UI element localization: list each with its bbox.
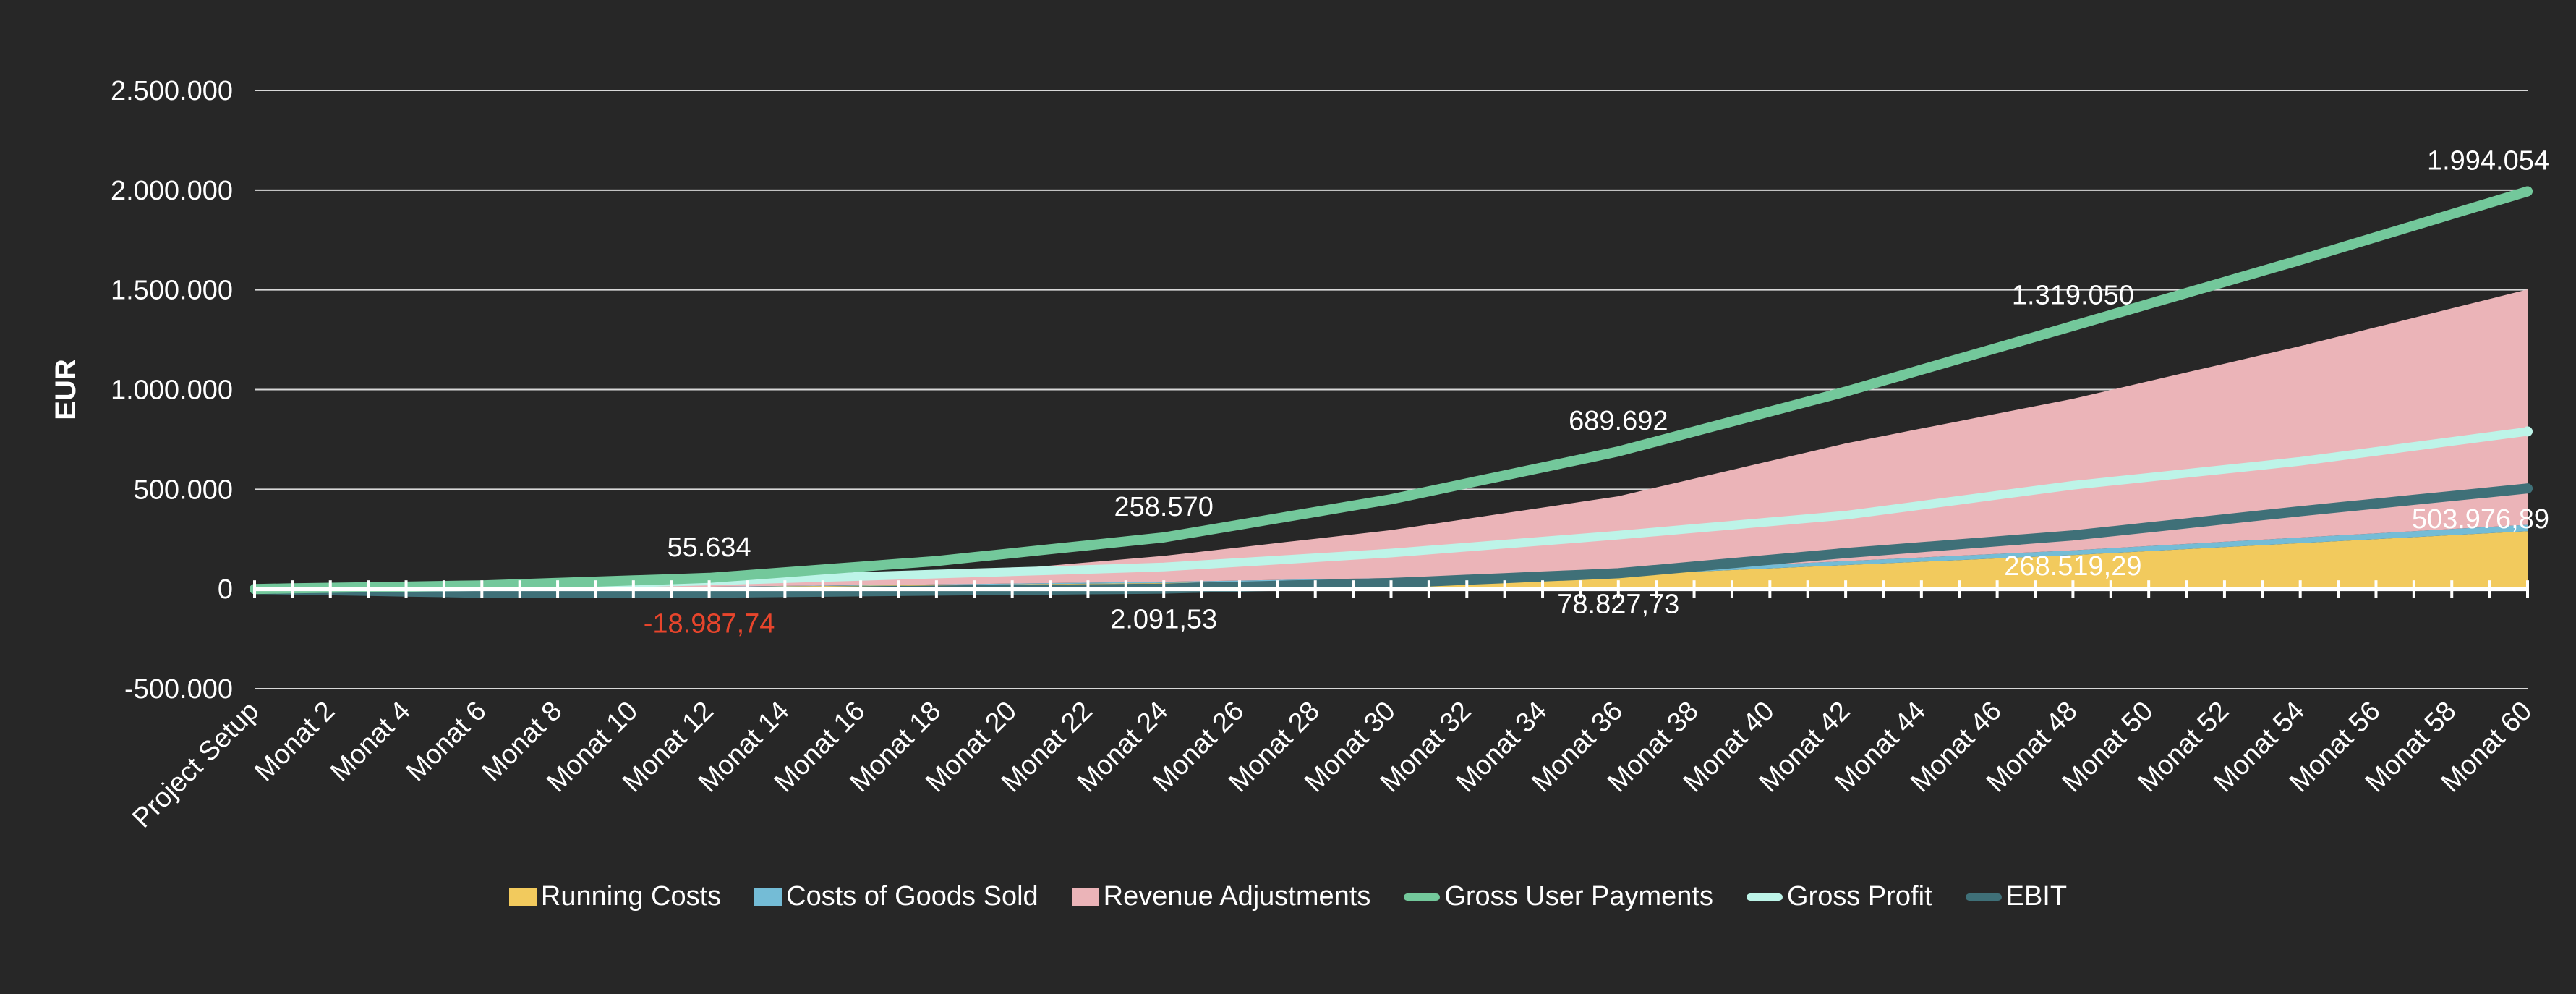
x-tick-label: Project Setup	[127, 696, 265, 834]
y-tick-label: 2.500.000	[111, 76, 233, 106]
legend-swatch	[1404, 893, 1441, 901]
area-running-costs	[255, 531, 2528, 590]
y-tick-label: 2.000.000	[111, 176, 233, 206]
end-marker	[2522, 426, 2533, 437]
legend-label: Gross User Payments	[1444, 881, 1713, 912]
y-tick-label: 1.500.000	[111, 276, 233, 306]
legend-swatch	[1965, 893, 2002, 901]
data-label: 55.634	[667, 532, 751, 563]
legend-item: Costs of Goods Sold	[754, 881, 1038, 912]
data-label: 78.827,73	[1557, 589, 1679, 619]
y-tick-label: -500.000	[124, 674, 233, 705]
x-tick-label: Monat 4	[325, 696, 417, 788]
legend-label: Revenue Adjustments	[1103, 881, 1371, 912]
y-tick-label: 500.000	[134, 475, 233, 505]
end-marker	[2522, 483, 2533, 494]
x-tick-label: Monat 2	[249, 696, 341, 788]
legend-item: Running Costs	[508, 881, 722, 912]
y-tick-label: 1.000.000	[111, 375, 233, 406]
x-tick-label: Monat 6	[401, 696, 492, 788]
data-label: -18.987,74	[644, 608, 775, 639]
legend-label: Costs of Goods Sold	[786, 881, 1038, 912]
end-marker	[2522, 186, 2533, 197]
legend-item: EBIT	[1965, 881, 2068, 912]
area-revenue-adjustments	[255, 289, 2528, 590]
legend-swatch	[1071, 887, 1099, 906]
data-label: 1.319.050	[2012, 281, 2134, 311]
legend-item: Gross User Payments	[1404, 881, 1713, 912]
data-label: 258.570	[1114, 492, 1214, 522]
legend-swatch	[1747, 893, 1783, 901]
legend-label: Running Costs	[540, 881, 722, 912]
legend-item: Revenue Adjustments	[1071, 881, 1371, 912]
legend-label: EBIT	[2005, 881, 2068, 912]
legend-item: Gross Profit	[1747, 881, 1932, 912]
data-label: 503.976,89	[2412, 504, 2549, 535]
data-label: 268.519,29	[2004, 551, 2141, 582]
y-tick-label: 0	[218, 574, 233, 605]
data-label: 2.091,53	[1110, 605, 1217, 635]
legend-swatch	[508, 887, 537, 906]
legend-label: Gross Profit	[1787, 881, 1932, 912]
legend: Running Costs Costs of Goods Sold Revenue …	[0, 881, 2576, 912]
data-label: 689.692	[1569, 406, 1668, 436]
y-axis-title: EUR	[50, 359, 82, 420]
legend-swatch	[754, 887, 782, 906]
data-label: 1.994.054	[2427, 145, 2549, 176]
